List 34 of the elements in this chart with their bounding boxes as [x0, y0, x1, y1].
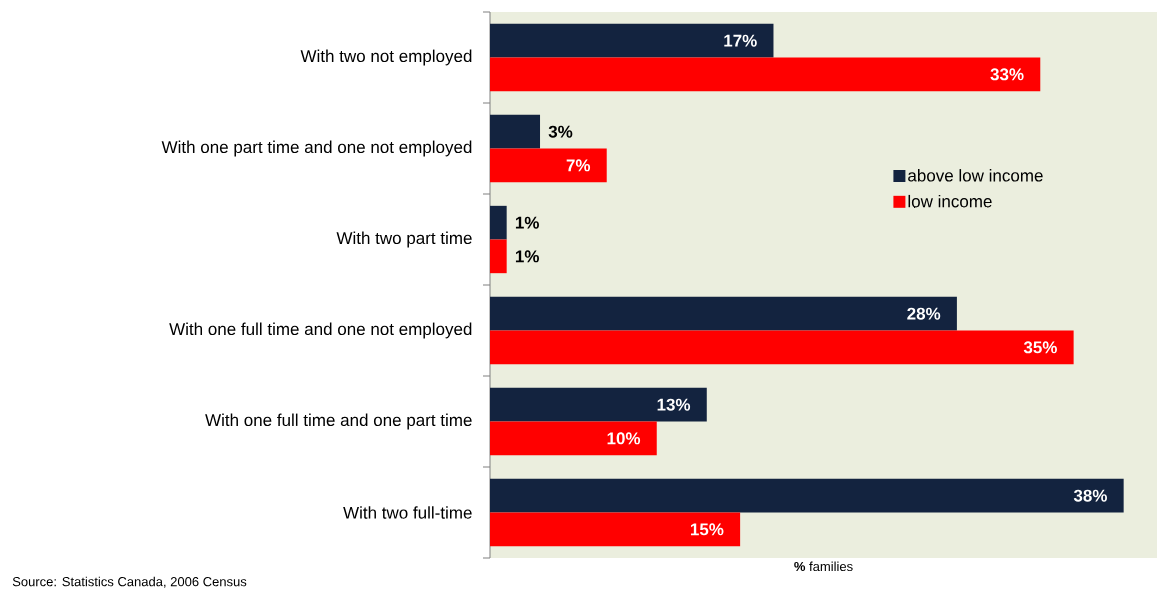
- bar: [490, 114, 541, 149]
- data-label: 3%: [548, 125, 573, 138]
- y-tick-label: With two part time: [336, 231, 472, 248]
- data-label: 10%: [607, 432, 641, 445]
- data-label: 13%: [657, 398, 691, 411]
- legend-label: low income: [908, 194, 992, 208]
- data-label: 1%: [515, 250, 539, 263]
- bar: [490, 239, 507, 274]
- bar: [490, 512, 741, 547]
- y-tick-label: With two full-time: [343, 506, 472, 519]
- bar: [490, 296, 957, 331]
- data-label: 38%: [1073, 489, 1107, 502]
- bar: [490, 148, 607, 183]
- bar: [490, 23, 774, 58]
- bar: [490, 330, 1074, 365]
- y-tick-label: With one full time and one part time: [205, 413, 472, 430]
- data-label: 33%: [990, 68, 1024, 81]
- data-label: 17%: [724, 34, 757, 47]
- bar: [490, 57, 1041, 92]
- bar: [490, 478, 1124, 513]
- y-tick-label: With one part time and one not employed: [161, 140, 472, 157]
- data-label: 28%: [907, 307, 941, 320]
- data-label: 7%: [566, 159, 591, 172]
- bar: [490, 205, 507, 240]
- y-tick-label: With two not employed: [300, 49, 472, 66]
- legend-label: above low income: [908, 169, 1043, 182]
- bar: [490, 421, 657, 456]
- data-label: 15%: [690, 523, 724, 536]
- x-axis-title: % families: [794, 561, 853, 572]
- source-note: Source: Statistics Canada, 2006 Census: [12, 576, 247, 588]
- bar: [490, 387, 707, 422]
- y-tick-label: With one full time and one not employed: [169, 322, 472, 339]
- data-label: 1%: [515, 216, 539, 229]
- data-label: 35%: [1023, 341, 1057, 354]
